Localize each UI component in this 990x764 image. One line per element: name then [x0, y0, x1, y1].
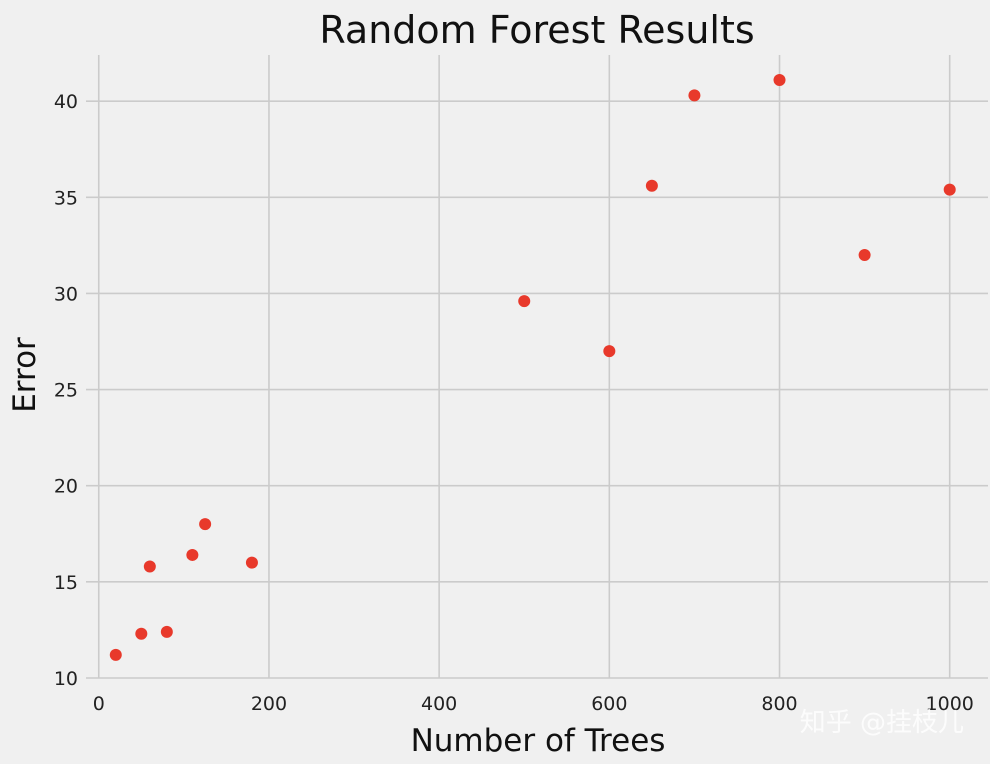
x-tick-label: 1000	[926, 693, 974, 715]
data-point	[688, 89, 701, 102]
y-tick-label: 35	[54, 187, 78, 209]
x-tick-label: 200	[251, 693, 287, 715]
watermark: 知乎 @挂枝儿	[800, 708, 964, 738]
data-point	[858, 248, 871, 261]
y-tick-label: 20	[54, 476, 78, 498]
data-point	[160, 625, 173, 638]
data-point	[773, 73, 786, 86]
data-point	[603, 345, 616, 358]
chart-title: Random Forest Results	[319, 8, 754, 52]
data-point	[143, 560, 156, 573]
data-point	[199, 518, 212, 531]
y-axis-label: Error	[7, 337, 43, 413]
x-tick-label: 600	[591, 693, 627, 715]
data-point	[518, 295, 531, 308]
y-tick-label: 15	[54, 572, 78, 594]
x-tick-label: 800	[761, 693, 797, 715]
data-point	[245, 556, 258, 569]
y-tick-label: 25	[54, 380, 78, 402]
data-point	[943, 183, 956, 196]
y-tick-label: 30	[54, 283, 78, 305]
x-tick-label: 400	[421, 693, 457, 715]
y-tick-label: 40	[54, 91, 78, 113]
y-tick-label: 10	[54, 668, 78, 690]
grid	[86, 55, 988, 679]
x-tick-label: 0	[93, 693, 105, 715]
tick-labels: 0 200 400 600 800 1000 10 15 20 25 30 35 40	[54, 91, 974, 715]
data-point	[645, 179, 658, 192]
data-point	[186, 548, 199, 561]
x-axis-label: Number of Trees	[411, 723, 666, 759]
data-point	[135, 627, 148, 640]
data-point	[109, 648, 122, 661]
scatter-points	[109, 73, 956, 661]
